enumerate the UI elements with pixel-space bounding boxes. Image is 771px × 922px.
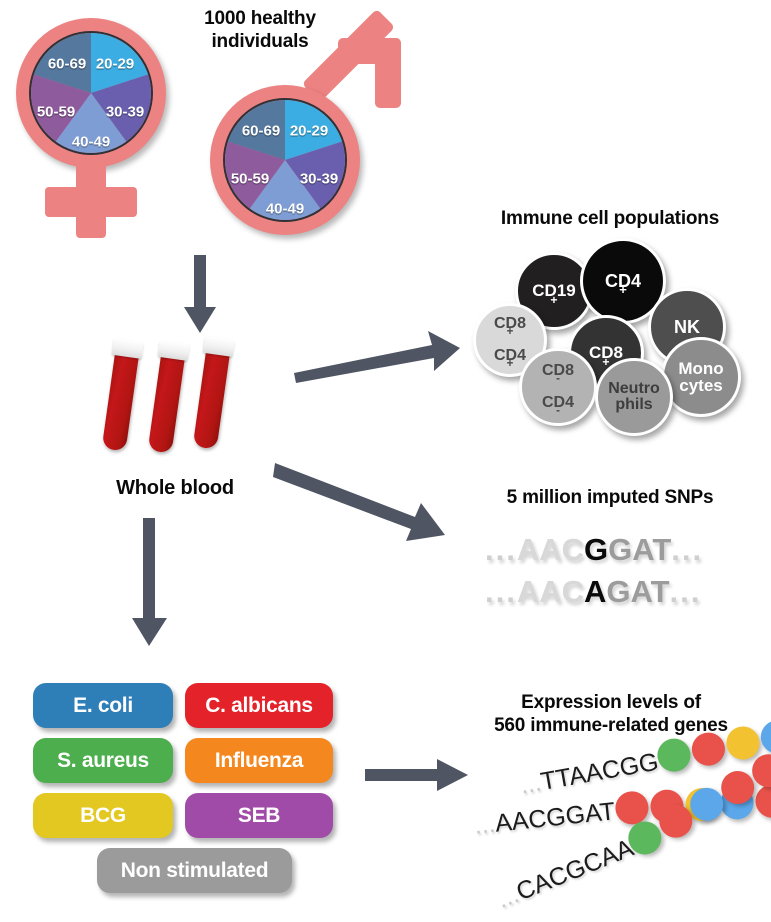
female-pie-label-20-29: 20-29 bbox=[95, 55, 135, 73]
female-age-pie bbox=[29, 31, 153, 155]
stimulus-label: C. albicans bbox=[205, 693, 313, 717]
female-pie-label-50-59: 50-59 bbox=[36, 103, 76, 121]
immune-cell-cd4-positive: CD4 + bbox=[580, 238, 666, 324]
snp-dots-right: ... bbox=[671, 532, 704, 567]
pie-slice-30-39 bbox=[91, 74, 151, 142]
pie-slice-20-29 bbox=[91, 33, 149, 93]
immune-cell-cd8-positive-cd4-positive: CD8 + CD4 + bbox=[473, 303, 547, 377]
mars-arrow-head-horizontal-icon bbox=[338, 38, 401, 64]
female-pie-svg bbox=[31, 33, 151, 153]
male-pie-svg bbox=[225, 100, 345, 220]
snp-sequence-row: ...AACAGAT... bbox=[485, 574, 701, 610]
pie-slice-60-69 bbox=[227, 100, 285, 160]
male-cohort-symbol: 60-69 20-29 30-39 50-59 40-49 bbox=[205, 8, 435, 260]
male-pie-label-60-69: 60-69 bbox=[241, 122, 281, 140]
immune-cell-cd8-negative-cd4-negative: CD8- CD4- bbox=[519, 348, 597, 426]
pie-slice-20-29 bbox=[285, 100, 343, 160]
male-pie-label-40-49: 40-49 bbox=[265, 200, 305, 218]
blood-tube bbox=[147, 339, 190, 455]
immune-cell-cd19-positive: CD19 + bbox=[515, 252, 593, 330]
stimulus-e-coli[interactable]: E. coli bbox=[33, 683, 173, 728]
expression-strand-dots: ... bbox=[473, 809, 497, 840]
stimulus-non-stimulated[interactable]: Non stimulated bbox=[97, 848, 292, 893]
immune-cell-neutrophils: Neutro phils bbox=[595, 358, 673, 436]
snp-variant-allele: A bbox=[584, 574, 607, 609]
immune-cell-label: CD19 + bbox=[532, 281, 576, 307]
expression-strand-bases: TTAACGG bbox=[538, 747, 661, 796]
stimulus-label: Influenza bbox=[214, 748, 304, 772]
immune-cell-label: CD8 + CD4 + bbox=[493, 314, 526, 371]
stimulus-label: E. coli bbox=[73, 693, 133, 717]
cohort-heading: 1000 healthy individuals bbox=[160, 8, 360, 54]
arrow-cohort-to-blood bbox=[184, 255, 216, 333]
expression-heading-line1: Expression levels of bbox=[521, 692, 701, 713]
pie-slice-30-39 bbox=[285, 141, 345, 209]
expression-heading-line2: 560 immune-related genes bbox=[494, 714, 728, 736]
snp-dots-left: ... bbox=[485, 532, 517, 567]
female-pie-label-60-69: 60-69 bbox=[47, 55, 87, 73]
immune-cells-heading: Immune cell populations bbox=[500, 208, 720, 229]
stimulus-seb[interactable]: SEB bbox=[185, 793, 333, 838]
whole-blood-sample bbox=[101, 335, 278, 496]
stimulus-label: BCG bbox=[80, 803, 126, 827]
stimulus-label: SEB bbox=[237, 803, 281, 827]
cohort-heading-line1: 1000 healthy bbox=[204, 8, 316, 29]
expression-strand-sequence: ...CACGCAA bbox=[493, 834, 638, 915]
pie-slice-50-59 bbox=[225, 141, 285, 209]
arrow-blood-to-immune-cells bbox=[294, 331, 460, 383]
snp-suffix: GAT bbox=[608, 532, 672, 567]
immune-cell-nk: NK bbox=[648, 288, 726, 366]
snp-dots-left: ... bbox=[485, 574, 517, 609]
expression-heading: Expression levels of 560 immune-related … bbox=[452, 692, 770, 738]
immune-cell-label: CD8 + bbox=[588, 343, 623, 369]
snp-suffix: GAT bbox=[606, 574, 670, 609]
female-pie-label-40-49: 40-49 bbox=[71, 133, 111, 151]
expression-bead bbox=[753, 783, 771, 820]
immune-cell-cd8-positive: CD8 + bbox=[568, 315, 644, 391]
pie-slice-40-49 bbox=[249, 160, 321, 220]
stimulus-bcg[interactable]: BCG bbox=[33, 793, 173, 838]
blood-tube bbox=[101, 337, 144, 453]
whole-blood-label: Whole blood bbox=[116, 477, 234, 499]
immune-cell-label: NK bbox=[674, 316, 700, 337]
male-age-pie bbox=[223, 98, 347, 222]
immune-cell-label: Mono cytes bbox=[678, 358, 724, 395]
snp-prefix: AAC bbox=[516, 574, 585, 609]
venus-crossbar-icon bbox=[45, 187, 137, 217]
female-pie-label-30-39: 30-39 bbox=[105, 103, 145, 121]
snp-variant-allele: G bbox=[584, 532, 609, 567]
blood-tube-body bbox=[147, 352, 186, 454]
expression-strand-sequence: ...AACGGAT bbox=[473, 797, 616, 841]
snp-dots-right: ... bbox=[669, 574, 702, 609]
arrow-blood-to-stimuli bbox=[132, 518, 167, 646]
snps-heading: 5 million imputed SNPs bbox=[506, 487, 714, 508]
expression-strand-bases: AACGGAT bbox=[493, 797, 617, 838]
arrow-stimuli-to-expression bbox=[365, 759, 468, 791]
blood-tube-body bbox=[192, 348, 231, 450]
stimulus-s-aureus[interactable]: S. aureus bbox=[33, 738, 173, 783]
arrow-blood-to-snps bbox=[273, 463, 445, 541]
stimulus-influenza[interactable]: Influenza bbox=[185, 738, 333, 783]
blood-tube-body bbox=[101, 350, 140, 452]
immune-cell-label: Neutro phils bbox=[608, 379, 660, 413]
pie-slice-40-49 bbox=[55, 93, 127, 153]
snp-sequence-row: ...AACGGAT... bbox=[485, 532, 703, 568]
stimulus-label: Non stimulated bbox=[120, 858, 269, 882]
male-pie-label-50-59: 50-59 bbox=[230, 170, 270, 188]
pie-slice-50-59 bbox=[31, 74, 92, 142]
blood-tube bbox=[192, 335, 235, 451]
expression-bead bbox=[654, 736, 694, 775]
female-cohort-symbol: 60-69 20-29 30-39 50-59 40-49 bbox=[8, 14, 208, 254]
male-pie-label-20-29: 20-29 bbox=[289, 122, 329, 140]
snp-prefix: AAC bbox=[516, 532, 585, 567]
immune-cell-label: CD8- CD4- bbox=[541, 361, 574, 418]
cohort-heading-line2: individuals bbox=[211, 30, 309, 52]
male-pie-label-30-39: 30-39 bbox=[299, 170, 339, 188]
immune-cell-label: CD4 + bbox=[604, 270, 641, 298]
pie-slice-60-69 bbox=[33, 33, 91, 93]
expression-strand-bases: CACGCAA bbox=[512, 833, 638, 907]
immune-cell-monocytes: Mono cytes bbox=[661, 337, 741, 417]
stimulus-c-albicans[interactable]: C. albicans bbox=[185, 683, 333, 728]
stimulus-label: S. aureus bbox=[57, 748, 149, 772]
